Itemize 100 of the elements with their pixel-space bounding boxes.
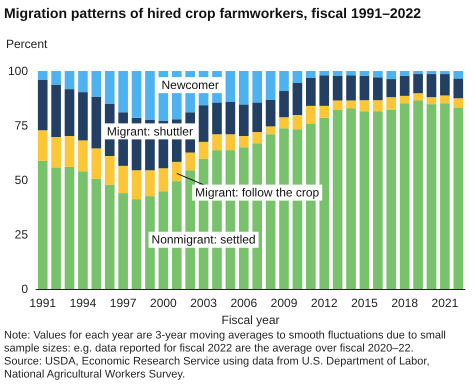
y-tick-label: 100 xyxy=(8,64,28,78)
x-tick-label: 2012 xyxy=(310,296,338,310)
y-tick-label: 25 xyxy=(14,228,28,242)
x-tick-label: 1997 xyxy=(110,296,137,310)
bar xyxy=(319,118,330,289)
bar xyxy=(386,79,396,98)
text: Note: Values for each year are 3-year moving averages to smooth fluctuations due to small sample sizes: e.g. data reported for fiscal 2022 are the average over fiscal 2020–22. xyxy=(4,330,449,354)
bar xyxy=(252,71,262,103)
bar xyxy=(306,78,316,106)
y-axis-title: Percent xyxy=(6,37,48,51)
bar xyxy=(198,142,208,159)
bar xyxy=(426,71,436,74)
chart-title: Migration patterns of hired crop farmworkers, fiscal 1991–2022 xyxy=(4,5,422,21)
bar xyxy=(38,80,48,130)
series-label: Migrant: shuttler xyxy=(106,124,193,138)
bar xyxy=(360,111,370,289)
bar xyxy=(360,71,370,76)
bar xyxy=(266,126,276,134)
series-label: Newcomer xyxy=(161,78,219,92)
y-tick-label: 75 xyxy=(14,118,28,132)
bar xyxy=(306,106,316,124)
bar xyxy=(413,74,423,94)
bar xyxy=(413,71,423,74)
bar xyxy=(373,100,383,112)
y-tick-label: 0 xyxy=(21,282,28,296)
bar xyxy=(212,102,222,134)
bar xyxy=(78,92,88,140)
bar xyxy=(104,184,115,289)
bar xyxy=(104,156,115,185)
bar xyxy=(252,102,262,132)
bar xyxy=(332,110,342,289)
bar xyxy=(453,98,464,108)
bar xyxy=(132,71,142,118)
bar xyxy=(38,130,48,161)
bar xyxy=(78,71,88,92)
source-note: Source: USDA, Economic Research Service using data from U.S. Department of Labor, National Agricultural Workers Survey. xyxy=(4,356,433,380)
bar xyxy=(238,71,249,105)
bar xyxy=(386,97,396,110)
x-tick-label: 1991 xyxy=(29,296,56,310)
bar xyxy=(38,71,48,80)
bar xyxy=(226,71,236,102)
bar xyxy=(92,71,102,97)
bar xyxy=(373,78,383,100)
bar xyxy=(64,136,74,167)
bar xyxy=(400,76,410,96)
bar xyxy=(198,105,208,142)
bar xyxy=(132,199,142,289)
bar xyxy=(373,112,383,289)
bar xyxy=(453,71,464,79)
bar xyxy=(64,89,74,136)
x-tick-label: 2021 xyxy=(432,296,459,310)
x-axis-title: Fiscal year xyxy=(221,312,280,327)
bar xyxy=(400,71,410,76)
series-label: Migrant: follow the crop xyxy=(195,186,320,200)
bar xyxy=(238,136,249,148)
bar xyxy=(51,71,61,85)
bar xyxy=(185,152,195,170)
bar xyxy=(38,160,48,289)
x-tick-label: 2018 xyxy=(391,296,418,310)
bar xyxy=(212,134,222,150)
bar xyxy=(64,166,74,289)
bar xyxy=(413,100,423,289)
bar xyxy=(319,106,330,118)
bar xyxy=(413,93,423,100)
bar xyxy=(440,103,450,289)
x-tick-label: 2000 xyxy=(150,296,178,310)
bar xyxy=(346,71,356,76)
bar xyxy=(400,103,410,289)
bar xyxy=(400,96,410,104)
bar xyxy=(453,78,464,98)
bar xyxy=(386,110,396,289)
bar xyxy=(346,75,356,100)
bar xyxy=(252,132,262,144)
bar xyxy=(319,75,330,106)
bar xyxy=(440,71,450,74)
bar xyxy=(386,71,396,80)
x-tick-label: 2006 xyxy=(230,296,258,310)
bar xyxy=(104,71,115,104)
bar xyxy=(279,91,289,118)
bar xyxy=(319,71,330,76)
bar xyxy=(92,96,102,148)
bar xyxy=(292,82,302,116)
bar xyxy=(360,100,370,112)
bar xyxy=(226,134,236,150)
bar xyxy=(51,137,61,168)
bar xyxy=(332,76,342,100)
bar xyxy=(266,71,276,100)
bar xyxy=(92,178,102,289)
bar xyxy=(360,76,370,100)
bar xyxy=(51,84,61,138)
bar xyxy=(279,71,289,92)
bar xyxy=(440,95,450,104)
bar xyxy=(118,193,128,289)
bar xyxy=(346,100,356,108)
bar xyxy=(453,108,464,289)
bar xyxy=(426,97,436,104)
bar xyxy=(266,100,276,126)
bar xyxy=(78,171,88,289)
bar xyxy=(332,71,342,76)
bar xyxy=(426,104,436,289)
